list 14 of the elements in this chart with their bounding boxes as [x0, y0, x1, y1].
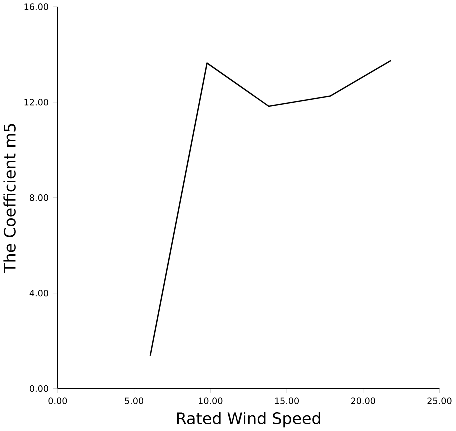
x-tick-label: 20.00 [351, 398, 376, 404]
y-tick-label: 4.00 [30, 290, 48, 297]
x-tick-label: 0.00 [48, 398, 68, 404]
x-tick-label: 25.00 [428, 398, 452, 404]
y-tick-label: 12.00 [24, 98, 48, 106]
x-tick-label: 5.00 [125, 398, 144, 404]
line-series [150, 60, 392, 356]
x-tick-label: 15.00 [275, 398, 300, 404]
y-tick-label: 8.00 [30, 194, 48, 202]
y-tick-label: 0.00 [30, 385, 48, 392]
y-tick-label: 16.00 [24, 4, 48, 10]
x-axis-title: Rated Wind Speed [177, 412, 320, 428]
y-axis-title: The Coefficient m5 [4, 124, 16, 273]
x-tick-label: 10.00 [199, 398, 223, 404]
